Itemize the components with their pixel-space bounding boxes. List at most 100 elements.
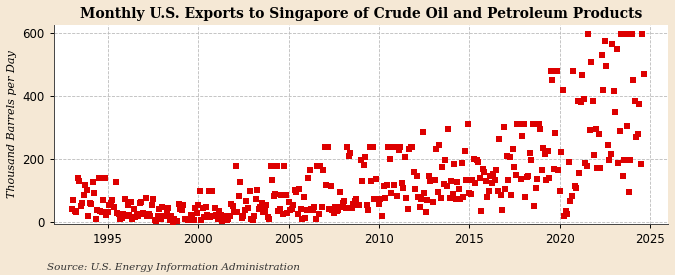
Point [176,208,187,212]
Point [321,183,331,187]
Point [277,212,288,216]
Point [342,144,353,149]
Point [398,186,408,190]
Point [78,193,89,197]
Point [134,201,145,205]
Point [360,155,371,159]
Point [366,179,377,183]
Point [569,184,580,188]
Point [375,197,386,202]
Point [423,174,434,178]
Point [470,181,481,186]
Point [408,170,419,174]
Point [226,201,237,206]
Point [319,144,330,149]
Point [192,210,202,215]
Point [467,178,478,183]
Point [196,218,207,222]
Point [119,197,130,201]
Point [414,205,425,209]
Point [473,160,484,164]
Point [88,180,99,184]
Point [352,203,363,208]
Point [632,132,643,136]
Point [578,97,589,101]
Point [182,218,193,222]
Point [149,218,160,222]
Point [630,99,641,104]
Point [137,211,148,215]
Point [427,178,437,182]
Point [489,178,500,182]
Point [180,216,190,221]
Text: Source: U.S. Energy Information Administration: Source: U.S. Energy Information Administ… [47,263,300,272]
Point [292,211,303,216]
Point [173,202,184,206]
Point [592,166,603,170]
Point [529,204,539,208]
Point [471,158,482,162]
Point [392,194,402,199]
Point [362,203,373,208]
Point [589,153,599,157]
Point [323,144,333,149]
Point [491,168,502,172]
Point [440,158,451,163]
Point [502,154,512,158]
Point [431,147,441,152]
Point [625,158,636,163]
Point [241,199,252,204]
Point [68,198,79,203]
Point [443,126,454,131]
Point [539,152,550,156]
Point [166,214,177,218]
Point [301,208,312,212]
Point [586,60,597,65]
Point [384,157,395,162]
Point [524,151,535,155]
Point [157,205,167,210]
Point [92,208,103,213]
Point [410,186,421,191]
Point [127,217,138,222]
Point [331,209,342,213]
Point [377,214,387,218]
Point [348,202,359,207]
Point [449,162,460,166]
Point [535,127,545,131]
Point [163,205,173,210]
Point [520,194,531,199]
Point [181,217,192,221]
Point [186,212,196,217]
Point [631,135,642,139]
Point [477,167,488,172]
Point [148,196,159,201]
Point [452,180,462,185]
Point [538,146,549,151]
Point [125,200,136,205]
Point [464,190,475,195]
Point [591,126,601,131]
Point [598,88,609,92]
Point [327,208,338,213]
Point [133,214,144,218]
Point [581,164,592,169]
Point [369,197,380,201]
Point [425,179,435,183]
Point [280,193,291,197]
Point [312,163,323,168]
Point [481,179,491,183]
Point [273,208,284,213]
Point [83,214,94,218]
Point [441,184,452,188]
Point [428,200,439,204]
Point [213,217,223,222]
Point [565,199,576,203]
Point [536,167,547,172]
Point [97,210,107,214]
Point [497,208,508,213]
Point [295,207,306,211]
Point [346,206,357,210]
Point [84,201,95,205]
Point [475,175,485,180]
